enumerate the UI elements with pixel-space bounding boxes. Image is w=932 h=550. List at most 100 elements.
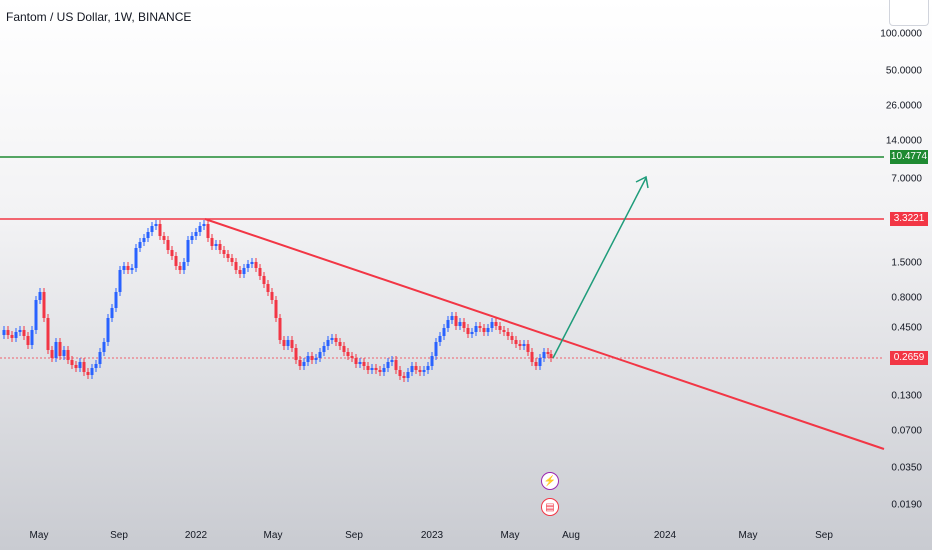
chart-title: Fantom / US Dollar, 1W, BINANCE [6,10,192,24]
candle-body [38,292,42,300]
candle-body [446,320,450,328]
candle-body [374,368,378,370]
candle-body [538,358,542,366]
candle-body [278,318,282,340]
candle-body [170,250,174,256]
candle-body [250,262,254,264]
y-tick-label: 100.0000 [880,28,922,40]
y-tick-label: 0.0190 [891,499,922,511]
candle-body [258,268,262,276]
candle-body [70,360,74,365]
candle-body [222,250,226,254]
candle-body [34,300,38,330]
candle-body [158,224,162,236]
candle-body [506,332,510,336]
candle-body [378,370,382,372]
candle-body [358,362,362,364]
candlesticks [2,220,553,382]
candle-body [362,362,366,366]
candle-body [326,340,330,346]
candle-body [110,308,114,318]
candle-body [190,236,194,240]
x-tick-label: Sep [815,530,833,541]
candle-body [330,338,334,340]
candle-body [122,266,126,270]
candle-body [338,342,342,346]
candle-body [234,262,238,270]
candle-body [526,344,530,352]
candle-body [402,376,406,378]
candle-body [138,242,142,248]
candle-body [306,356,310,362]
candle-body [334,338,338,342]
candle-body [230,258,234,262]
candle-body [398,370,402,376]
y-tick-label: 26.0000 [885,100,922,112]
candle-body [130,268,134,270]
candle-body [146,232,150,238]
x-tick-label: May [29,530,49,541]
candle-body [274,300,278,318]
candle-body [514,340,518,344]
candle-body [98,352,102,364]
x-tick-label: May [500,530,520,541]
candle-body [458,322,462,326]
candle-body [186,240,190,262]
candle-body [182,262,186,270]
candle-body [302,362,306,366]
candle-body [82,362,86,372]
x-tick-label: Sep [110,530,128,541]
candle-body [90,368,94,375]
candle-body [314,358,318,360]
candle-body [430,356,434,366]
candle-body [18,330,22,332]
candle-body [74,365,78,368]
y-tick-label: 14.0000 [885,135,922,147]
candle-body [394,360,398,370]
candle-body [346,352,350,356]
candle-body [534,362,538,366]
x-tick-label: 2024 [653,530,677,541]
candle-body [370,368,374,370]
candle-body [486,328,490,332]
x-tick-label: May [263,530,283,541]
candle-body [2,330,6,335]
current-price-badge: 0.2659 [890,351,928,365]
candle-body [294,348,298,360]
candle-body [494,322,498,326]
candle-body [270,292,274,300]
candle-body [386,362,390,368]
candle-body [422,370,426,372]
candle-body [178,266,182,270]
settings-box[interactable] [889,0,929,26]
candle-body [134,248,138,268]
support-price-badge: 10.4774 [890,150,928,164]
candle-body [226,254,230,258]
candle-body [462,322,466,328]
candle-body [542,352,546,358]
candle-body [434,342,438,356]
candle-body [162,236,166,240]
candle-body [14,332,18,338]
candle-body [86,372,90,375]
candle-body [210,238,214,246]
us-flag-icon[interactable]: ▤ [541,498,559,516]
candle-body [474,326,478,332]
projection-arrowhead [635,175,649,189]
candle-body [478,326,482,328]
candle-body [522,344,526,346]
lightning-icon[interactable]: ⚡ [541,472,559,490]
candle-body [242,268,246,274]
candle-body [322,346,326,352]
candle-body [262,276,266,284]
candle-body [438,336,442,342]
candle-body [218,244,222,250]
y-tick-label: 0.0350 [891,462,922,474]
candle-body [202,224,206,226]
candle-body [50,350,54,358]
candle-body [266,284,270,292]
candle-body [6,330,10,335]
candle-body [546,352,550,354]
candle-body [310,356,314,360]
